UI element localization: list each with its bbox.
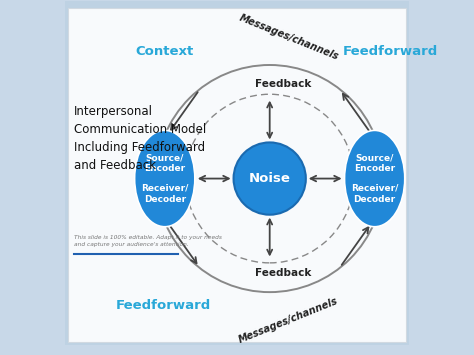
Text: Receiver/
Decoder: Receiver/ Decoder: [141, 184, 189, 204]
Text: Interpersonal
Communication Model
Including Feedforward
and Feedback: Interpersonal Communication Model Includ…: [73, 105, 206, 171]
FancyBboxPatch shape: [65, 1, 409, 345]
Text: Receiver/
Decoder: Receiver/ Decoder: [351, 184, 398, 204]
Text: Feedback: Feedback: [255, 268, 311, 278]
Ellipse shape: [135, 130, 195, 227]
Text: Feedforward: Feedforward: [115, 299, 210, 312]
Text: Noise: Noise: [249, 172, 291, 185]
Text: Source/
Encoder: Source/ Encoder: [354, 153, 395, 173]
Text: Messages/channels: Messages/channels: [237, 12, 340, 61]
Circle shape: [234, 142, 306, 215]
Text: This slide is 100% editable. Adapt it to your needs
and capture your audience's : This slide is 100% editable. Adapt it to…: [73, 235, 221, 247]
Text: Feedforward: Feedforward: [343, 45, 438, 58]
Ellipse shape: [345, 130, 405, 227]
FancyBboxPatch shape: [68, 8, 406, 342]
Text: Feedback: Feedback: [255, 79, 311, 89]
Text: Messages/channels: Messages/channels: [237, 296, 340, 345]
Text: Source/
Encoder: Source/ Encoder: [144, 153, 185, 173]
Text: Context: Context: [136, 45, 194, 58]
